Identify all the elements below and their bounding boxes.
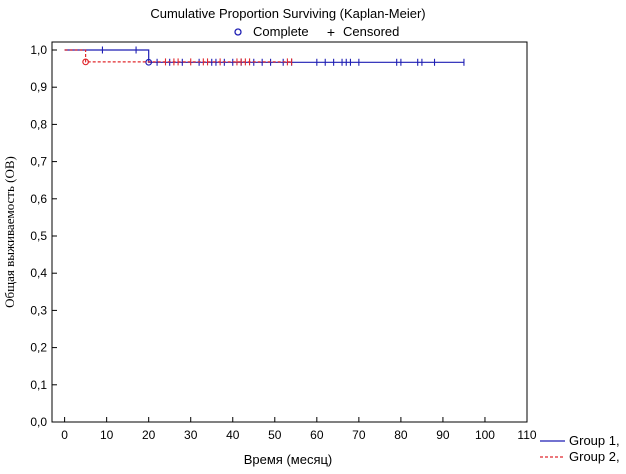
y-tick-label: 0,8 (30, 117, 47, 131)
x-tick-label: 30 (184, 428, 198, 442)
x-tick-label: 50 (268, 428, 282, 442)
x-tick-label: 80 (394, 428, 408, 442)
x-tick-label: 60 (310, 428, 324, 442)
series-layer (64, 46, 465, 66)
y-tick-label: 0,4 (30, 266, 47, 280)
x-tick-label: 40 (226, 428, 240, 442)
complete-marker (82, 58, 90, 66)
legend-censored-label: Censored (343, 24, 399, 39)
y-tick-label: 1,0 (30, 43, 47, 57)
y-tick-label: 0,6 (30, 192, 47, 206)
series-group-2 (64, 49, 293, 66)
x-tick-label: 10 (100, 428, 114, 442)
y-tick-label: 0,3 (30, 303, 47, 317)
legend-group-1-label: Group 1, (569, 433, 620, 448)
x-tick-label: 110 (517, 428, 536, 442)
survival-curve-group-2 (64, 49, 292, 63)
y-axis-label: Общая выживаемость (ОВ) (2, 156, 17, 308)
axis-ticks: 0 10 20 30 40 50 60 70 80 90 100 110 0,0 0,1 0,2 0,3 0,4… (30, 43, 537, 442)
plot-frame (51, 41, 528, 423)
y-tick-label: 0,7 (30, 155, 47, 169)
x-axis-label: Время (месяц) (244, 452, 333, 467)
complete-marker-icon (234, 28, 242, 36)
y-tick-label: 0,2 (30, 341, 47, 355)
y-tick-label: 0,9 (30, 80, 47, 94)
censored-marker-icon: + (327, 24, 335, 40)
x-tick-label: 70 (352, 428, 366, 442)
y-tick-label: 0,1 (30, 378, 47, 392)
survival-curve-group-1 (64, 49, 464, 63)
legend-censored: + Censored (327, 24, 399, 40)
legend-complete: Complete (234, 24, 309, 39)
complete-marker (145, 58, 153, 66)
legend-group-2: Group 2, (540, 449, 620, 464)
series-group-1 (64, 46, 465, 66)
chart-title: Cumulative Proportion Surviving (Kaplan-… (150, 6, 425, 21)
x-tick-label: 0 (61, 428, 68, 442)
legend-group-2-label: Group 2, (569, 449, 620, 464)
x-tick-label: 20 (142, 428, 156, 442)
x-tick-label: 100 (475, 428, 495, 442)
legend-complete-label: Complete (253, 24, 309, 39)
legend-group-1: Group 1, (540, 433, 620, 448)
y-tick-label: 0,5 (30, 229, 47, 243)
y-tick-label: 0,0 (30, 415, 47, 429)
x-tick-label: 90 (436, 428, 450, 442)
